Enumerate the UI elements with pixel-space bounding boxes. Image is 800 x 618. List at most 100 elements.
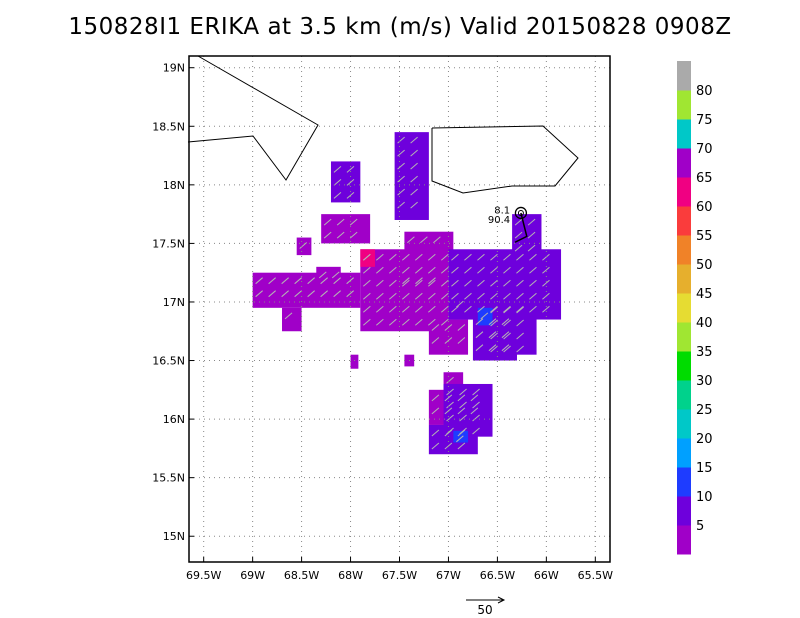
- wind-vector: [320, 277, 328, 285]
- colorbar-swatch: [677, 90, 691, 120]
- wind-cell: [330, 161, 361, 203]
- wind-vector: [527, 218, 536, 226]
- wind-vector: [441, 266, 449, 274]
- wind-vector: [451, 253, 459, 261]
- wind-vector: [346, 192, 355, 199]
- colorbar-label: 65: [696, 171, 713, 186]
- wind-vector: [457, 324, 466, 331]
- wind-vector: [376, 318, 384, 326]
- wind-vector: [431, 442, 440, 450]
- wind-vector: [470, 394, 479, 402]
- wind-vector: [542, 305, 550, 313]
- colorbar-label: 15: [696, 461, 713, 476]
- wind-cell: [477, 307, 493, 326]
- wind-vector: [477, 292, 485, 300]
- wind-vector: [446, 401, 454, 409]
- wind-vector: [281, 277, 289, 285]
- wind-vector: [346, 277, 354, 285]
- wind-vector: [503, 266, 511, 274]
- wind-vector: [428, 253, 436, 261]
- wind-vector: [444, 324, 453, 331]
- wind-cell: [453, 296, 473, 320]
- wind-vector: [389, 305, 397, 313]
- wind-vector: [451, 266, 459, 274]
- wind-vector: [397, 175, 405, 183]
- wind-vector: [516, 332, 524, 340]
- colorbar-label: 30: [696, 374, 713, 389]
- wind-vector: [397, 201, 405, 209]
- colorbar-label: 20: [696, 432, 713, 447]
- colorbar-label: 35: [696, 345, 713, 360]
- wind-vector: [410, 136, 418, 144]
- colorbar-label: 60: [696, 200, 713, 215]
- x-tick-label: 68W: [338, 569, 363, 582]
- wind-vector: [464, 292, 472, 300]
- wind-vector: [389, 279, 397, 287]
- wind-vector: [451, 279, 459, 287]
- wind-field: [252, 132, 562, 455]
- wind-vector: [431, 324, 440, 331]
- wind-vector: [415, 266, 423, 274]
- wind-vector: [397, 149, 405, 157]
- wind-vector: [477, 253, 485, 261]
- wind-cell: [252, 272, 361, 308]
- wind-vector: [542, 266, 550, 274]
- wind-cell: [321, 214, 371, 244]
- wind-vector: [294, 290, 302, 298]
- wind-vector: [477, 305, 485, 313]
- wind-vector: [402, 292, 410, 300]
- colorbar-swatch: [677, 119, 691, 149]
- wind-vector: [363, 318, 371, 326]
- wind-vector: [415, 279, 423, 287]
- wind-vector: [516, 253, 524, 261]
- wind-vector: [376, 305, 384, 313]
- wind-vector: [516, 279, 524, 287]
- wind-vector: [428, 277, 436, 285]
- wind-vector: [333, 277, 341, 285]
- wind-vector: [363, 292, 371, 300]
- wind-vector: [410, 162, 418, 170]
- wind-cell: [487, 301, 537, 355]
- wind-vector: [459, 401, 467, 409]
- wind-vector: [446, 427, 454, 435]
- storm-center-inner: [517, 209, 524, 216]
- wind-vector: [488, 318, 497, 326]
- colorbar-swatch: [677, 409, 691, 439]
- wind-vector: [415, 305, 423, 313]
- wind-vector: [527, 231, 536, 239]
- wind-vector: [542, 279, 550, 287]
- wind-vector: [444, 407, 453, 415]
- wind-vector: [457, 337, 466, 344]
- y-tick-label: 18N: [163, 179, 185, 192]
- wind-vector: [514, 218, 523, 226]
- wind-vector: [490, 306, 498, 314]
- colorbar-swatch: [677, 235, 691, 265]
- wind-vector: [407, 236, 415, 244]
- wind-cell: [428, 319, 469, 355]
- colorbar-swatch: [677, 380, 691, 410]
- wind-vector: [428, 292, 436, 300]
- wind-vector: [410, 149, 418, 157]
- wind-vector: [542, 253, 550, 261]
- wind-vector: [389, 292, 397, 300]
- y-tick-label: 15N: [163, 530, 185, 543]
- colorbar-swatch: [677, 206, 691, 236]
- colorbar-swatch: [677, 293, 691, 323]
- wind-vector: [446, 388, 454, 396]
- wind-vector: [516, 266, 524, 274]
- wind-vector: [431, 394, 440, 402]
- wind-vector: [410, 188, 418, 196]
- wind-vector: [472, 401, 480, 409]
- vector-reference: 50: [466, 596, 506, 617]
- wind-vector: [501, 344, 510, 352]
- colorbar-label: 75: [696, 113, 713, 128]
- wind-vector: [451, 305, 459, 313]
- storm-annotation: 8.1: [494, 205, 510, 216]
- wind-vector: [446, 376, 454, 384]
- colorbar-label: 40: [696, 316, 713, 331]
- wind-vector: [441, 305, 449, 313]
- wind-vector: [490, 266, 498, 274]
- wind-vector: [464, 305, 472, 313]
- wind-vector: [363, 253, 371, 261]
